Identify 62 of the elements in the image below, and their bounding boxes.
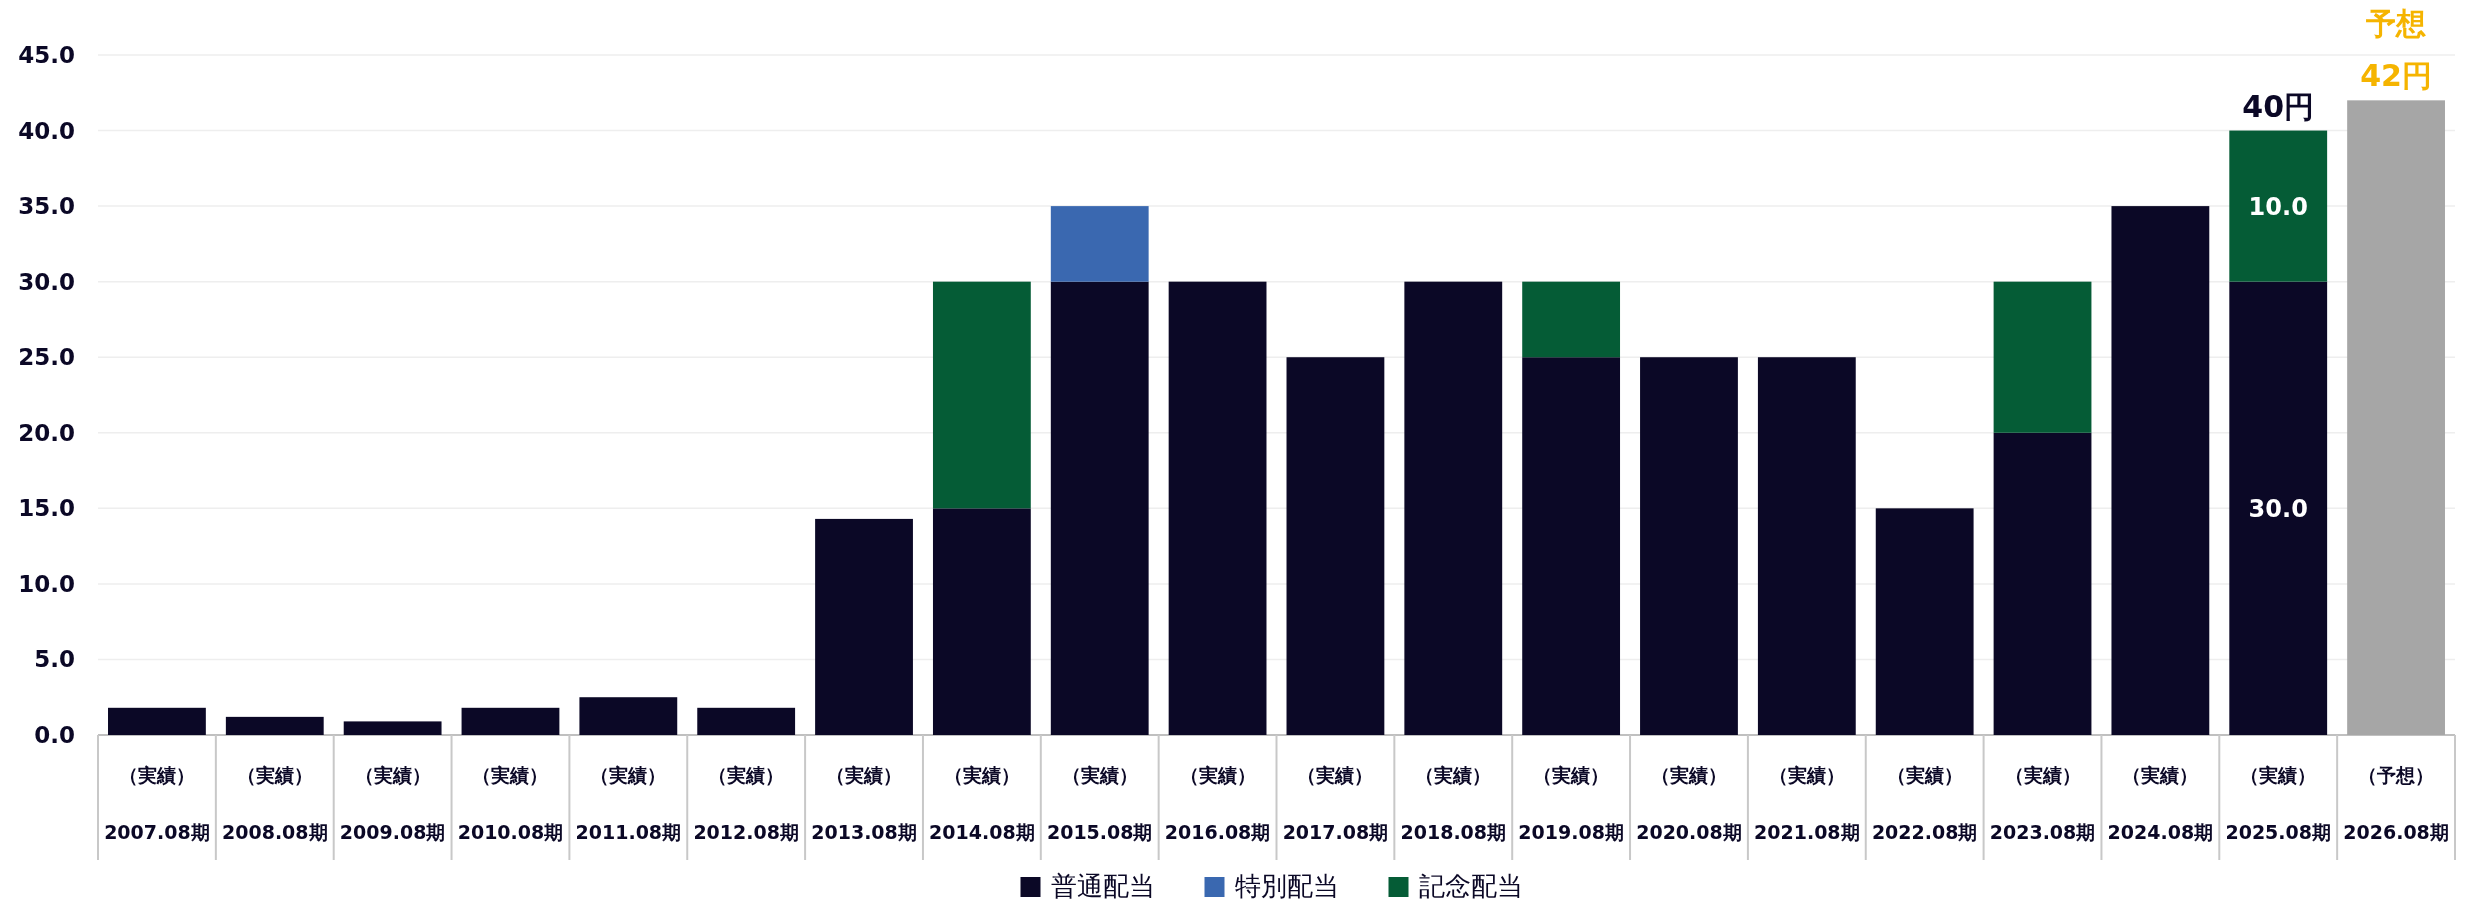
category-label: （実績） 2018.08期 xyxy=(1400,764,1507,843)
annotation: 40円 xyxy=(2242,88,2315,124)
bar xyxy=(1757,357,1856,735)
legend-label: 特別配当 xyxy=(1234,871,1339,901)
bar xyxy=(2111,206,2210,735)
category-label: （実績） 2012.08期 xyxy=(693,764,799,843)
y-tick-label: 20.0 xyxy=(18,419,75,446)
bar xyxy=(932,281,1031,509)
bar xyxy=(2347,100,2445,735)
bar xyxy=(2229,281,2328,735)
category-label: （実績） 2015.08期 xyxy=(1046,764,1153,843)
bar xyxy=(343,721,442,735)
category-label: （予想） 2026.08期 xyxy=(2343,764,2449,843)
category-label: （実績） 2025.08期 xyxy=(2225,764,2331,843)
category-label: （実績） 2020.08期 xyxy=(1636,764,1742,843)
y-tick-label: 0.0 xyxy=(34,722,75,748)
bar xyxy=(1640,357,1738,735)
category-label: （実績） 2016.08期 xyxy=(1164,764,1271,843)
bar xyxy=(1522,357,1621,735)
category-label: （実績） 2008.08期 xyxy=(222,764,328,843)
bar xyxy=(1993,432,2092,735)
category-label: （実績） 2011.08期 xyxy=(575,764,682,843)
category-label: （実績） 2010.08期 xyxy=(457,764,564,843)
bar xyxy=(697,707,796,735)
bar xyxy=(225,716,324,735)
category-label: （実績） 2007.08期 xyxy=(104,764,210,843)
category-label: （実績） 2013.08期 xyxy=(811,764,917,843)
y-tick-label: 45.0 xyxy=(18,42,75,68)
bar xyxy=(1168,281,1267,735)
category-label: （実績） 2024.08期 xyxy=(2107,764,2214,843)
category-label: （実績） 2023.08期 xyxy=(1989,764,2096,843)
y-tick-label: 40.0 xyxy=(18,117,75,144)
annotation: 予想 42円 xyxy=(2360,6,2432,94)
category-label: （実績） 2021.08期 xyxy=(1754,764,1860,843)
y-tick-label: 15.0 xyxy=(18,495,75,522)
bar xyxy=(1286,357,1385,735)
bar xyxy=(1522,281,1621,358)
legend-label: 記念配当 xyxy=(1418,871,1523,901)
y-tick-label: 35.0 xyxy=(18,193,75,220)
legend-label: 普通配当 xyxy=(1050,871,1155,901)
bar xyxy=(1050,281,1149,735)
bar xyxy=(1404,281,1503,735)
bar xyxy=(1993,281,2092,433)
bar xyxy=(815,518,913,735)
category-label: （実績） 2019.08期 xyxy=(1518,764,1624,843)
bar xyxy=(461,707,560,735)
category-label: （実績） 2017.08期 xyxy=(1282,764,1389,843)
data-label: 30.0 xyxy=(2248,495,2308,524)
category-label: （実績） 2022.08期 xyxy=(1871,764,1978,843)
bar xyxy=(932,508,1031,735)
bar xyxy=(108,707,206,735)
category-label: （実績） 2014.08期 xyxy=(929,764,1035,843)
y-tick-label: 5.0 xyxy=(34,646,75,673)
bar xyxy=(579,697,678,735)
y-tick-label: 30.0 xyxy=(18,268,75,295)
bar xyxy=(1050,206,1149,282)
data-label: 10.0 xyxy=(2248,193,2308,222)
category-label: （実績） 2009.08期 xyxy=(339,764,446,843)
bar xyxy=(2229,130,2328,282)
y-tick-label: 25.0 xyxy=(18,344,75,371)
y-tick-label: 10.0 xyxy=(18,570,75,597)
bar xyxy=(1875,508,1974,735)
